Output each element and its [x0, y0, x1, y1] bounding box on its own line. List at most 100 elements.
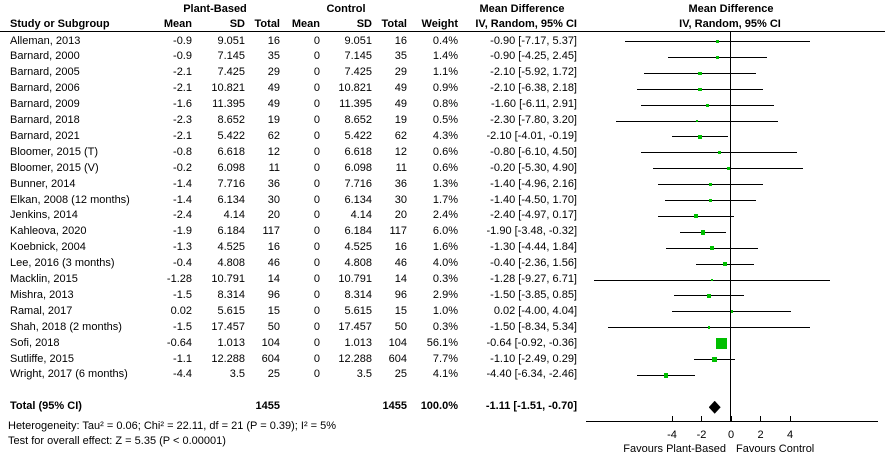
cell-mean1: -4.4: [173, 368, 192, 381]
study-name: Kahleova, 2020: [10, 225, 87, 238]
cell-n1: 12: [267, 145, 280, 158]
effect-square: [729, 310, 733, 314]
cell-mean2: 0: [313, 288, 320, 301]
cell-n1: 96: [267, 288, 280, 301]
cell-n1: 19: [267, 114, 280, 126]
cell-sd1: 6.184: [217, 225, 245, 238]
cell-weight: 4.3%: [432, 129, 458, 142]
cell-n1: 20: [267, 209, 280, 222]
study-name: Barnard, 2005: [10, 66, 80, 79]
cell-mean2: 0: [313, 209, 320, 222]
cell-n1: 14: [267, 273, 280, 285]
cell-ci_text: -0.80 [-6.10, 4.50]: [490, 145, 577, 158]
effect-square: [716, 40, 720, 43]
cell-n1: 104: [261, 336, 280, 349]
col-header-iv-random-ci: IV, Random, 95% CI: [475, 18, 577, 30]
header-separator-line: [0, 31, 885, 32]
cell-mean2: 0: [313, 50, 320, 63]
cell-weight: 2.9%: [432, 288, 458, 301]
effect-square: [712, 356, 718, 363]
cell-weight: 0.6%: [432, 161, 458, 174]
cell-sd2: 5.615: [344, 304, 372, 317]
cell-mean1: -0.9: [173, 50, 192, 63]
cell-mean1: -1.4: [173, 193, 192, 206]
x-axis-tick-label: 0: [727, 429, 735, 441]
cell-n2: 604: [388, 352, 407, 365]
cell-sd1: 7.425: [217, 66, 245, 79]
cell-sd2: 7.716: [344, 177, 372, 190]
cell-ci_text: -1.40 [-4.50, 1.70]: [490, 193, 577, 206]
cell-n1: 15: [267, 304, 280, 317]
cell-n1: 117: [262, 225, 280, 238]
cell-sd2: 8.314: [344, 288, 372, 301]
cell-sd1: 12.288: [211, 352, 245, 365]
cell-weight: 1.3%: [432, 177, 458, 190]
cell-sd1: 1.013: [217, 336, 245, 349]
cell-n2: 20: [394, 209, 407, 222]
cell-sd1: 5.422: [217, 129, 245, 142]
cell-ci_text: -1.50 [-8.34, 5.34]: [490, 320, 577, 333]
study-name: Jenkins, 2014: [10, 209, 78, 222]
effect-square: [706, 293, 711, 298]
cell-n2: 35: [394, 50, 407, 63]
cell-n2: 50: [394, 320, 407, 333]
cell-weight: 0.8%: [432, 98, 458, 111]
cell-sd1: 4.808: [217, 257, 245, 270]
cell-sd1: 4.14: [223, 209, 245, 222]
cell-mean1: -1.6: [173, 98, 192, 111]
x-axis-tick-label: 2: [757, 429, 764, 441]
study-name: Lee, 2016 (3 months): [10, 257, 115, 270]
cell-mean1: -2.3: [173, 114, 192, 126]
study-name: Barnard, 2006: [10, 82, 80, 95]
effect-square: [708, 198, 713, 203]
cell-sd2: 4.14: [350, 209, 372, 222]
cell-mean1: -1.28: [166, 273, 192, 285]
cell-sd1: 10.791: [211, 273, 245, 285]
cell-weight: 0.3%: [432, 320, 458, 333]
cell-sd2: 4.808: [344, 257, 372, 270]
cell-ci_text: -2.40 [-4.97, 0.17]: [490, 209, 577, 222]
effect-square: [693, 214, 698, 219]
cell-mean2: 0: [313, 336, 320, 349]
cell-ci_text: -1.30 [-4.44, 1.84]: [490, 241, 577, 254]
cell-sd2: 3.5: [356, 368, 372, 381]
cell-weight: 4.0%: [432, 257, 458, 270]
cell-mean1: -0.8: [173, 145, 192, 158]
cell-sd2: 17.457: [338, 320, 372, 333]
cell-weight: 2.4%: [432, 209, 458, 222]
study-name: Shah, 2018 (2 months): [10, 320, 122, 333]
cell-n2: 36: [394, 177, 407, 190]
cell-sd2: 6.098: [344, 161, 372, 174]
cell-sd2: 5.422: [344, 129, 372, 142]
effect-square: [717, 151, 721, 155]
x-axis-tick-label: -4: [667, 429, 677, 441]
cell-ci_text: -1.10 [-2.49, 0.29]: [490, 352, 577, 365]
overall-effect-text: Test for overall effect: Z = 5.35 (P < 0…: [8, 435, 226, 447]
cell-ci_text: -1.50 [-3.85, 0.85]: [490, 288, 577, 301]
cell-sd2: 10.821: [338, 82, 372, 95]
cell-mean2: 0: [313, 225, 320, 238]
cell-mean1: -2.1: [173, 129, 192, 142]
cell-mean2: 0: [313, 129, 320, 142]
cell-sd1: 3.5: [229, 368, 245, 381]
total-ci-text: -1.11 [-1.51, -0.70]: [485, 400, 577, 412]
study-name: Barnard, 2018: [10, 114, 80, 126]
cell-weight: 0.6%: [432, 145, 458, 158]
cell-ci_text: -2.30 [-7.80, 3.20]: [490, 114, 577, 126]
favours-left-label: Favours Plant-Based: [623, 443, 726, 455]
effect-square: [698, 87, 702, 91]
cell-sd2: 7.145: [344, 50, 372, 63]
effect-square: [726, 167, 730, 171]
cell-n1: 49: [267, 98, 280, 111]
cell-mean1: -1.9: [173, 225, 192, 238]
cell-ci_text: -4.40 [-6.34, -2.46]: [486, 368, 578, 381]
cell-ci_text: -0.40 [-2.36, 1.56]: [490, 257, 577, 270]
x-axis-line: [586, 421, 878, 422]
cell-n1: 25: [267, 368, 280, 381]
cell-n2: 14: [394, 273, 407, 285]
cell-weight: 0.5%: [432, 114, 458, 126]
cell-ci_text: -0.90 [-7.17, 5.37]: [490, 34, 577, 47]
cell-n2: 25: [394, 368, 407, 381]
cell-mean1: -1.3: [173, 241, 192, 254]
cell-mean2: 0: [313, 241, 320, 254]
